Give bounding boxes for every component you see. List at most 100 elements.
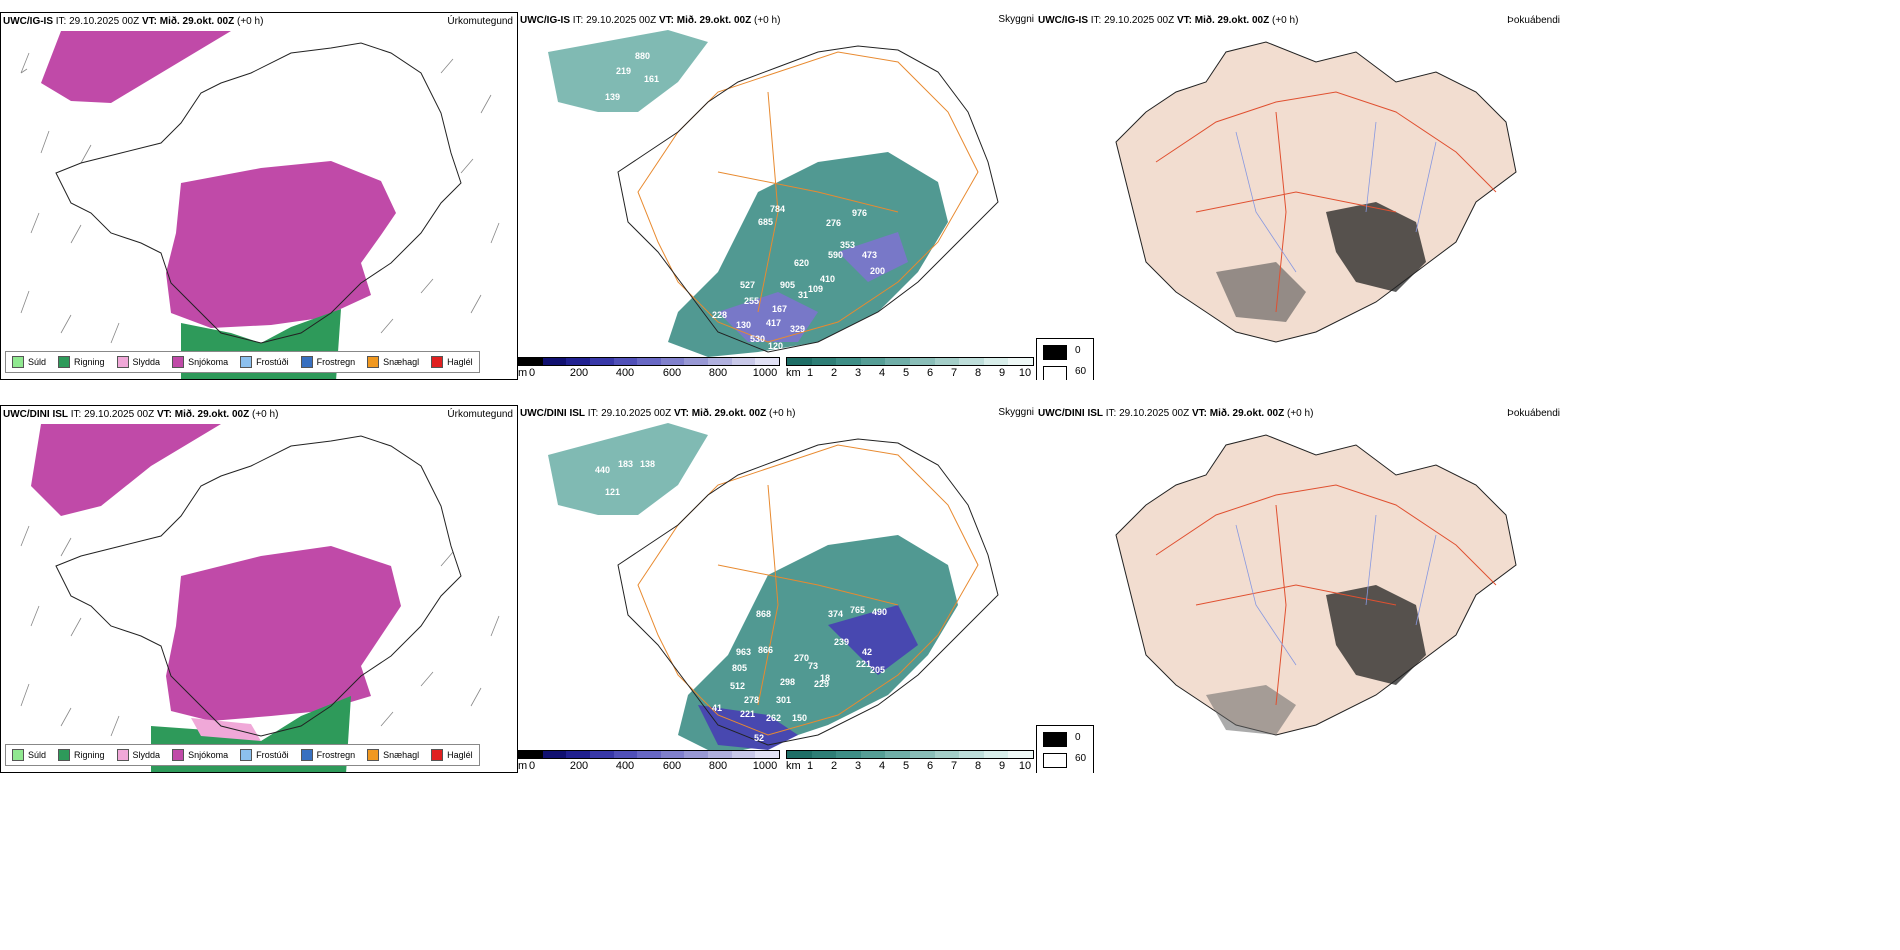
- tick-label: 5: [902, 760, 910, 772]
- cloud-base-patches: [718, 232, 908, 342]
- valid-time: VT: Mið. 29.okt. 00Z: [141, 16, 235, 27]
- tick-label: 9: [998, 367, 1006, 379]
- visibility-panel-2: 440 183 138 121 868 775 374 765 490 963 …: [518, 405, 1036, 773]
- river-network: [1235, 121, 1437, 273]
- cloud-base-label: 262: [766, 713, 781, 723]
- cloud-base-label: 221: [740, 709, 755, 719]
- tick-label: 200: [569, 367, 589, 379]
- fog-indicator-panel-1: UWC/IG-IS IT: 29.10.2025 00Z VT: Mið. 29…: [1036, 12, 1900, 380]
- cloud-base-numbers: 880 219 161 139 546 784 685 276 976 353 …: [605, 51, 885, 351]
- cloud-base-label: 473: [862, 250, 877, 260]
- tick-label: 1: [806, 760, 814, 772]
- legend-swatch-black: [1043, 732, 1067, 747]
- cloud-base-label: 270: [794, 653, 809, 663]
- model-name: UWC/DINI ISL: [520, 408, 585, 419]
- cloud-base-patches: [698, 605, 918, 750]
- low-visibility-area-northwest: [548, 30, 708, 112]
- tick-label: 4: [878, 760, 886, 772]
- tick-label: 2: [830, 760, 838, 772]
- tick-label: 0: [528, 367, 536, 379]
- cloud-base-label: 167: [772, 304, 787, 314]
- cloud-base-label: 530: [750, 334, 765, 344]
- precip-legend: Súld Rigning Slydda Snjókoma Frostúði Fr…: [5, 351, 480, 373]
- precip-map-1: [20, 31, 500, 379]
- tick-label: 0: [528, 760, 536, 772]
- cloud-base-label: 490: [872, 607, 887, 617]
- fog-dark-patch: [1326, 585, 1426, 685]
- cloud-base-label: 866: [758, 645, 773, 655]
- cloud-base-label: 239: [834, 637, 849, 647]
- cloud-base-label: 138: [640, 459, 655, 469]
- cloud-base-label: 298: [780, 677, 795, 687]
- colorbar-ticks: m 0 200 400 600 800 1000: [518, 759, 780, 772]
- cloud-base-label: 512: [730, 681, 745, 691]
- swatch: [431, 749, 444, 761]
- tick-label: 7: [950, 367, 958, 379]
- lead-offset: (+0 h): [1287, 408, 1314, 419]
- legend-value: 60: [1075, 753, 1087, 764]
- tick-label: 9: [998, 760, 1006, 772]
- cloud-base-label: 963: [736, 647, 751, 657]
- legend-swatch-black: [1043, 345, 1067, 360]
- colorbar-gradient: [786, 750, 1034, 759]
- fog-map-1: [1115, 41, 1517, 343]
- swatch: [300, 749, 313, 761]
- panel-title: Þokuábendi: [1507, 408, 1560, 419]
- colorbar-ticks: km 1 2 3 4 5 6 7 8 9 10: [786, 366, 1034, 379]
- cloud-base-label: 205: [870, 665, 885, 675]
- cloud-base-label: 374: [828, 609, 843, 619]
- swatch: [116, 356, 129, 368]
- cloud-base-label: 183: [618, 459, 633, 469]
- cloud-base-label: 228: [712, 310, 727, 320]
- cloud-base-label: 31: [798, 290, 808, 300]
- colorbar-ticks: km 1 2 3 4 5 6 7 8 9 10: [786, 759, 1034, 772]
- precip-map-2: [20, 424, 500, 772]
- colorbar-gradient: [786, 357, 1034, 366]
- tick-label: 3: [854, 760, 862, 772]
- tick-label: 1: [806, 367, 814, 379]
- cloud-base-label: 417: [766, 318, 781, 328]
- cloud-base-label: 18: [820, 673, 830, 683]
- cloud-base-label: 301: [776, 695, 791, 705]
- panel-title: Þokuábendi: [1507, 15, 1560, 26]
- model-name: UWC/IG-IS: [3, 16, 53, 27]
- fog-legend: 0 60: [1036, 725, 1094, 773]
- cloud-base-label: 546: [714, 214, 729, 224]
- cloud-base-label: 278: [744, 695, 759, 705]
- init-time: IT: 29.10.2025 00Z: [55, 16, 140, 27]
- panel-title: Skyggni: [998, 14, 1034, 25]
- sleet-area-south: [191, 718, 261, 741]
- model-name: UWC/DINI ISL: [3, 409, 68, 420]
- colorbar-ticks: m 0 200 400 600 800 1000: [518, 366, 780, 379]
- panel-header: UWC/IG-IS IT: 29.10.2025 00Z VT: Mið. 29…: [3, 16, 263, 27]
- fog-legend: 0 60: [1036, 338, 1094, 380]
- visibility-panel-1: 880 219 161 139 546 784 685 276 976 353 …: [518, 12, 1036, 380]
- legend-item: Snjókoma: [172, 749, 228, 761]
- colorbar-unit: km: [786, 760, 801, 772]
- legend-item: Súld: [12, 749, 46, 761]
- visibility-map-2: 440 183 138 121 868 775 374 765 490 963 …: [548, 423, 999, 755]
- swatch: [58, 749, 71, 761]
- cloud-base-label: 685: [758, 217, 773, 227]
- cloud-base-label: 219: [616, 66, 631, 76]
- model-name: UWC/IG-IS: [520, 15, 570, 26]
- lead-offset: (+0 h): [252, 409, 279, 420]
- low-visibility-area-main: [678, 535, 958, 755]
- tick-label: 200: [569, 760, 589, 772]
- swatch: [12, 356, 24, 368]
- cloud-base-label: 784: [770, 204, 785, 214]
- cloud-base-label: 410: [820, 274, 835, 284]
- swatch: [58, 356, 71, 368]
- valid-time: VT: Mið. 29.okt. 00Z: [156, 409, 250, 420]
- legend-item: Snæhagl: [367, 356, 419, 368]
- tick-label: 8: [974, 367, 982, 379]
- panel-header: UWC/DINI ISL IT: 29.10.2025 00Z VT: Mið.…: [3, 409, 278, 420]
- fog-gray-patch: [1216, 262, 1306, 322]
- fog-gray-patch: [1206, 685, 1296, 735]
- tick-label: 6: [926, 760, 934, 772]
- precip-legend: Súld Rigning Slydda Snjókoma Frostúði Fr…: [5, 744, 480, 766]
- legend-item: Haglél: [431, 356, 473, 368]
- cloud-base-label: 139: [605, 92, 620, 102]
- precip-type-panel-1: UWC/IG-IS IT: 29.10.2025 00Z VT: Mið. 29…: [0, 12, 518, 380]
- visibility-map-1: 880 219 161 139 546 784 685 276 976 353 …: [548, 30, 999, 357]
